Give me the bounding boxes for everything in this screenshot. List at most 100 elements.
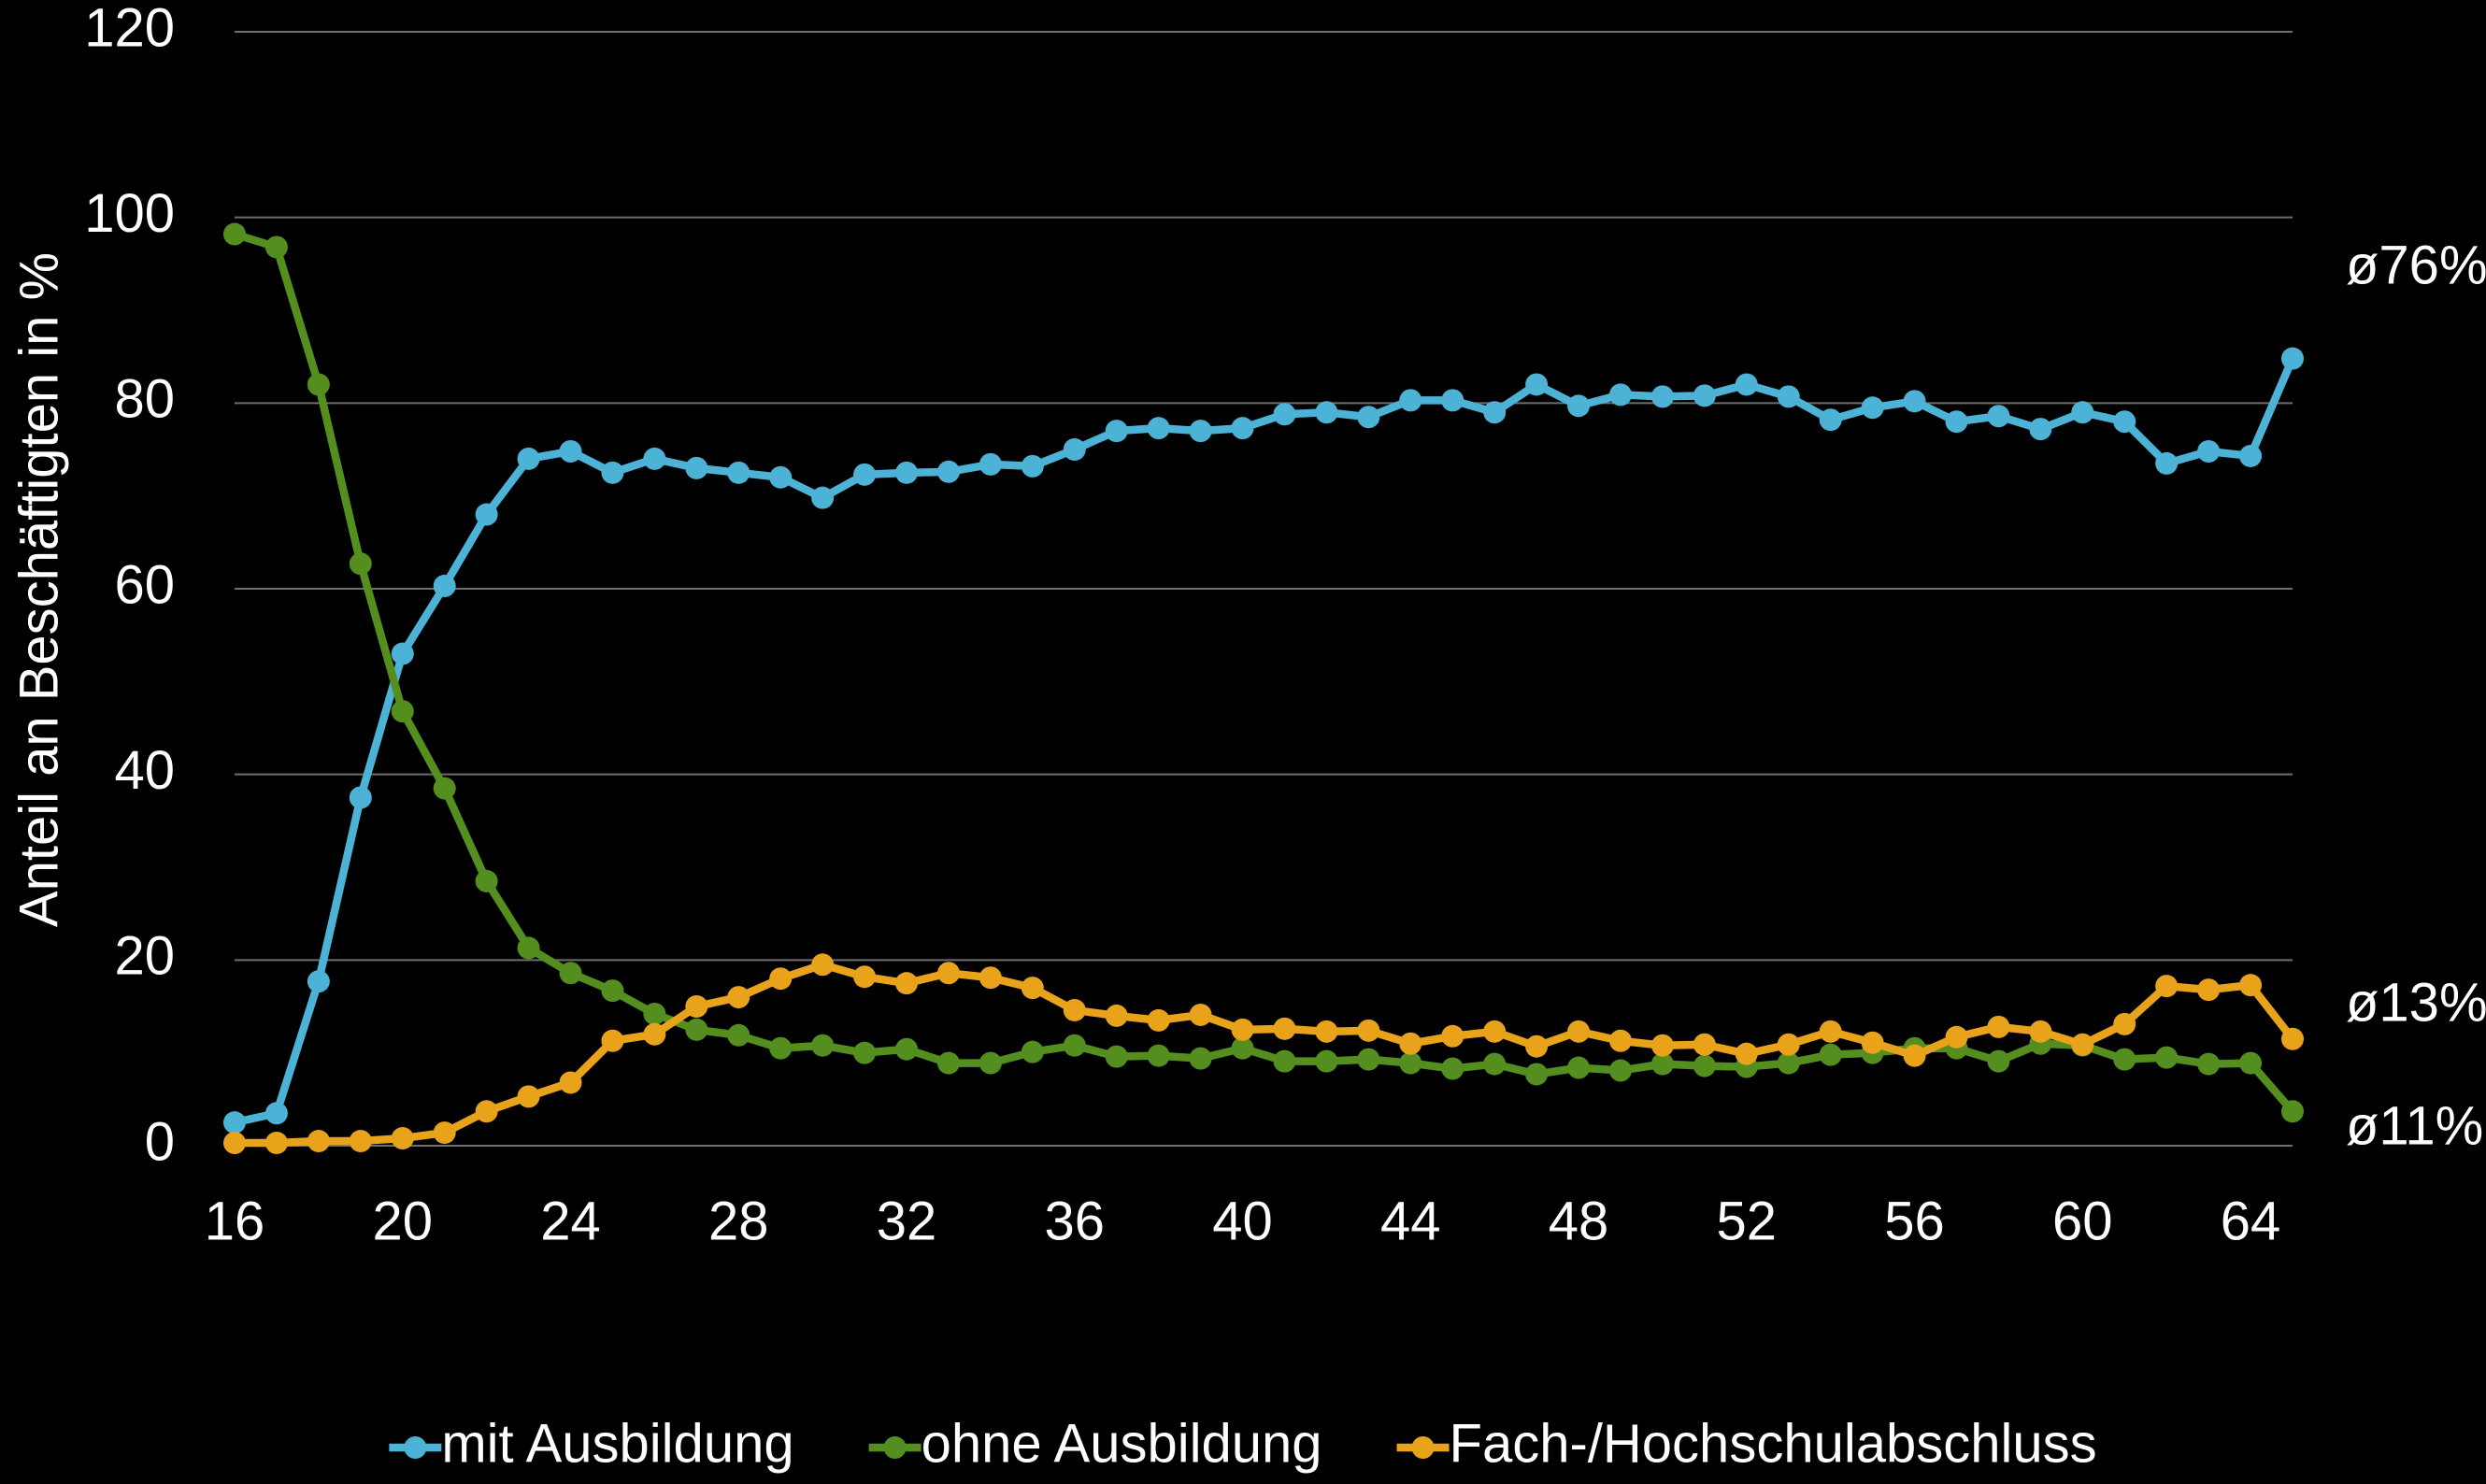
data-point bbox=[1147, 1044, 1170, 1067]
data-point bbox=[2113, 410, 2136, 434]
data-point bbox=[1903, 390, 1926, 413]
data-point bbox=[559, 962, 582, 985]
y-tick-label: 120 bbox=[84, 0, 175, 58]
data-point bbox=[811, 1034, 835, 1057]
data-point bbox=[1987, 1015, 2010, 1038]
data-point bbox=[1105, 1045, 1128, 1068]
data-point bbox=[433, 777, 456, 800]
data-point bbox=[2239, 1051, 2263, 1075]
data-point bbox=[264, 235, 288, 259]
annotation: ø11% bbox=[2346, 1095, 2483, 1156]
data-point bbox=[936, 962, 960, 985]
data-point bbox=[685, 456, 708, 479]
data-point bbox=[601, 1029, 624, 1052]
data-point bbox=[1650, 1052, 1674, 1076]
data-point bbox=[223, 1132, 246, 1155]
data-point bbox=[1231, 1018, 1254, 1041]
data-point bbox=[1945, 410, 1968, 434]
data-point bbox=[979, 1051, 1002, 1075]
data-point bbox=[1357, 1048, 1380, 1071]
data-point bbox=[349, 786, 372, 809]
data-point bbox=[1147, 417, 1170, 440]
x-tick-label: 56 bbox=[1884, 1191, 1945, 1251]
data-point bbox=[1819, 1043, 1842, 1066]
data-point bbox=[936, 460, 960, 483]
x-tick-label: 32 bbox=[877, 1191, 937, 1251]
data-point bbox=[1777, 385, 1800, 408]
legend-label: Fach-/Hochschulabschluss bbox=[1450, 1413, 2097, 1474]
data-point bbox=[2281, 347, 2304, 370]
data-point bbox=[1693, 384, 1716, 407]
data-point bbox=[1441, 1024, 1464, 1048]
x-tick-label: 16 bbox=[205, 1191, 265, 1251]
x-tick-label: 40 bbox=[1212, 1191, 1273, 1251]
data-point bbox=[2197, 1052, 2221, 1076]
legend-marker bbox=[1411, 1436, 1435, 1459]
data-point bbox=[1399, 389, 1422, 412]
data-point bbox=[2113, 1012, 2136, 1035]
data-point bbox=[1273, 403, 1296, 426]
x-tick-label: 48 bbox=[1549, 1191, 1609, 1251]
data-point bbox=[853, 1041, 877, 1064]
data-point bbox=[1021, 454, 1044, 478]
data-point bbox=[643, 1022, 666, 1046]
data-point bbox=[1399, 1051, 1422, 1075]
data-point bbox=[895, 1037, 919, 1061]
data-point bbox=[1273, 1017, 1296, 1040]
data-point bbox=[559, 439, 582, 463]
annotation: ø13% bbox=[2346, 972, 2486, 1033]
data-point bbox=[517, 447, 540, 470]
data-point bbox=[1021, 977, 1044, 1000]
series-line bbox=[233, 230, 2296, 1115]
data-point bbox=[391, 642, 414, 665]
legend-label: mit Ausbildung bbox=[441, 1413, 793, 1474]
data-point bbox=[2281, 1027, 2304, 1050]
data-point bbox=[1021, 1040, 1044, 1063]
data-point bbox=[2155, 975, 2179, 998]
data-point bbox=[2155, 1046, 2179, 1069]
data-point bbox=[2197, 978, 2221, 1002]
data-point bbox=[2071, 1033, 2094, 1056]
data-point bbox=[1608, 1059, 1632, 1082]
data-point bbox=[1483, 401, 1507, 424]
data-point bbox=[1357, 1019, 1380, 1042]
data-point bbox=[264, 1102, 288, 1125]
data-point bbox=[307, 373, 330, 396]
data-point bbox=[2029, 1020, 2052, 1043]
y-tick-label: 80 bbox=[114, 369, 175, 430]
data-point bbox=[811, 486, 835, 509]
legend-label: ohne Ausbildung bbox=[922, 1413, 1322, 1474]
data-point bbox=[1105, 1004, 1128, 1027]
x-tick-label: 52 bbox=[1717, 1191, 1778, 1251]
data-point bbox=[769, 967, 793, 991]
data-point bbox=[1189, 420, 1212, 443]
data-point bbox=[1231, 1036, 1254, 1060]
data-point bbox=[1441, 1057, 1464, 1080]
data-point bbox=[391, 1127, 414, 1150]
data-point bbox=[769, 1036, 793, 1060]
data-point bbox=[349, 1130, 372, 1153]
data-point bbox=[1777, 1051, 1800, 1075]
data-point bbox=[1231, 417, 1254, 440]
x-tick-label: 44 bbox=[1380, 1191, 1441, 1251]
x-tick-label: 24 bbox=[540, 1191, 601, 1251]
data-point bbox=[1483, 1052, 1507, 1076]
data-point bbox=[685, 995, 708, 1018]
data-point bbox=[1483, 1020, 1507, 1043]
data-point bbox=[433, 575, 456, 598]
x-tick-label: 64 bbox=[2221, 1191, 2281, 1251]
data-point bbox=[1063, 998, 1086, 1021]
y-tick-label: 20 bbox=[114, 926, 175, 987]
data-point bbox=[727, 461, 750, 484]
y-tick-label: 0 bbox=[145, 1111, 175, 1172]
x-tick-label: 60 bbox=[2052, 1191, 2113, 1251]
data-point bbox=[1650, 1034, 1674, 1057]
data-point bbox=[895, 461, 919, 484]
data-point bbox=[936, 1051, 960, 1075]
data-point bbox=[2239, 444, 2263, 467]
data-point bbox=[307, 970, 330, 993]
x-tick-label: 28 bbox=[708, 1191, 769, 1251]
data-point bbox=[1525, 1063, 1549, 1086]
data-point bbox=[643, 447, 666, 470]
data-point bbox=[1399, 1032, 1422, 1055]
